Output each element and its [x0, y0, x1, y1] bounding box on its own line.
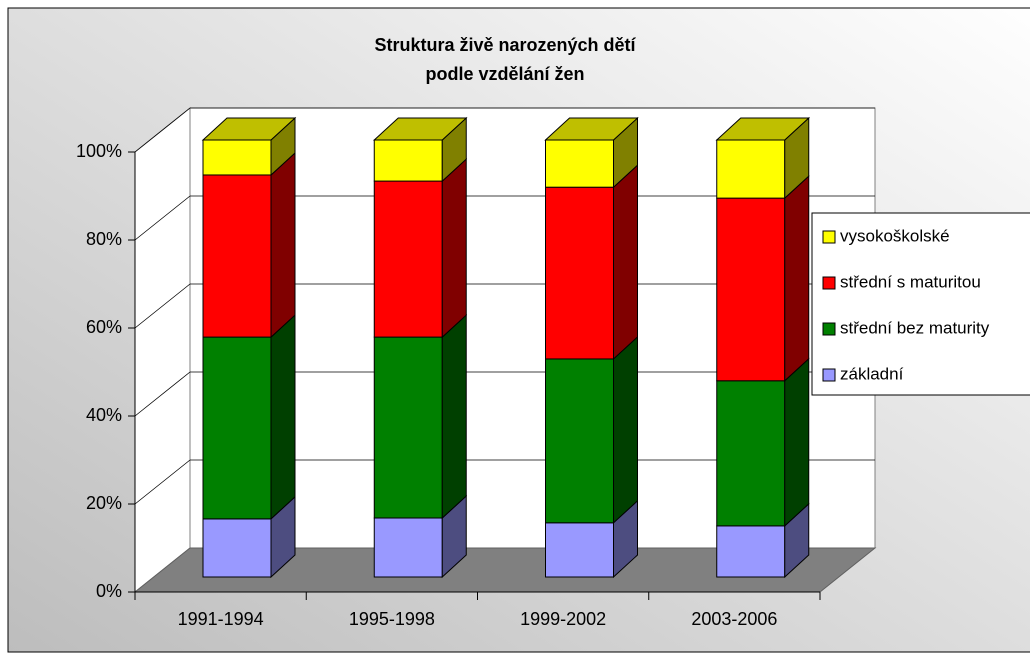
legend [811, 212, 1030, 396]
x-tick-label: 1991-1994 [178, 609, 264, 629]
bar [545, 522, 614, 578]
y-tick-label: 60% [86, 317, 122, 337]
bar [545, 139, 614, 188]
bar [202, 174, 272, 338]
bar [202, 518, 272, 578]
bar [373, 517, 443, 578]
legend-swatch [822, 368, 836, 382]
bar [373, 139, 443, 182]
grid-line [134, 459, 191, 505]
grid-line [134, 283, 191, 329]
legend-swatch [822, 322, 836, 336]
bar [716, 525, 786, 578]
legend-swatch [822, 230, 836, 244]
bar-top [544, 117, 639, 141]
bar [716, 380, 786, 527]
bar-side [270, 313, 296, 521]
x-tick-label: 1995-1998 [349, 609, 435, 629]
bar-side [784, 174, 810, 382]
bar-side [270, 151, 296, 339]
bar-side [613, 335, 638, 524]
bar-top [715, 117, 811, 141]
legend-swatch [822, 276, 836, 290]
y-tick-label: 20% [86, 493, 122, 513]
legend-label: vysokoškolské [840, 226, 950, 245]
bar-side [613, 164, 638, 361]
bar [373, 336, 443, 519]
y-tick-label: 100% [76, 141, 122, 161]
bar [373, 180, 443, 338]
bar [545, 186, 614, 360]
legend-label: střední bez maturity [840, 318, 990, 337]
bar-side [784, 357, 810, 528]
bar [545, 358, 614, 524]
bar-side [441, 157, 467, 339]
grid-line [134, 195, 191, 241]
legend-label: střední s maturitou [840, 272, 981, 291]
bar [202, 336, 272, 520]
bar [202, 139, 272, 176]
bar [716, 197, 786, 382]
y-tick-label: 0% [96, 581, 122, 601]
x-tick-label: 1999-2002 [520, 609, 606, 629]
chart-title: podle vzdělání žen [425, 64, 584, 84]
bar-top [201, 117, 297, 141]
bar-side [441, 313, 467, 520]
y-tick-label: 40% [86, 405, 122, 425]
bar-top [372, 117, 468, 141]
y-tick-label: 80% [86, 229, 122, 249]
x-tick-label: 2003-2006 [691, 609, 777, 629]
chart-title: Struktura živě narozených dětí [374, 35, 636, 55]
bar [716, 139, 786, 199]
grid-line [134, 371, 191, 417]
grid-line [134, 107, 191, 153]
side-wall [134, 106, 191, 594]
legend-label: základní [840, 364, 904, 383]
